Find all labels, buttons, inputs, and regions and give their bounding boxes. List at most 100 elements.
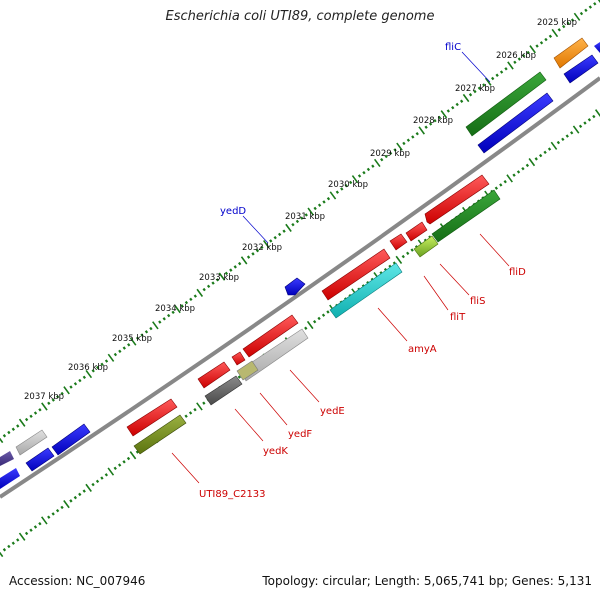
minor-tick xyxy=(322,200,326,204)
minor-tick xyxy=(73,382,78,386)
minor-tick xyxy=(578,124,583,128)
major-tick xyxy=(196,288,204,297)
gene-forward[interactable] xyxy=(25,447,55,472)
minor-tick xyxy=(91,369,95,373)
major-tick xyxy=(107,353,115,362)
minor-tick xyxy=(584,8,588,13)
major-tick xyxy=(263,240,270,249)
minor-tick xyxy=(29,528,33,532)
major-tick xyxy=(196,402,203,411)
gene-yedK[interactable] xyxy=(197,361,231,389)
gene-fliT[interactable] xyxy=(389,233,408,251)
minor-tick xyxy=(140,333,144,337)
major-tick xyxy=(306,320,314,330)
minor-tick xyxy=(60,505,64,510)
gene-amyA-2[interactable] xyxy=(329,262,403,319)
major-tick xyxy=(572,125,580,134)
minor-tick xyxy=(69,385,73,389)
gene-yedE[interactable] xyxy=(242,314,299,358)
gene-label-fliC[interactable]: fliC xyxy=(445,42,461,53)
minor-tick xyxy=(516,170,521,174)
major-tick xyxy=(462,93,470,103)
gene-UTI89_C2133[interactable] xyxy=(126,398,178,437)
minor-tick xyxy=(482,83,486,87)
gene-label-yedD[interactable]: yedD xyxy=(220,206,246,217)
minor-tick xyxy=(433,119,437,123)
minor-tick xyxy=(335,190,340,194)
minor-tick xyxy=(184,414,188,418)
minor-tick xyxy=(503,179,507,184)
minor-tick xyxy=(371,164,375,168)
minor-tick xyxy=(521,166,525,171)
gene-yedF-2[interactable] xyxy=(236,360,259,381)
major-tick xyxy=(285,223,292,233)
map-title: Escherichia coli UTI89, complete genome xyxy=(165,9,435,24)
gene-label-fliT[interactable]: fliT xyxy=(450,312,466,323)
minor-tick xyxy=(401,254,405,259)
minor-tick xyxy=(282,229,286,233)
minor-tick xyxy=(202,287,206,292)
minor-tick xyxy=(82,375,86,379)
minor-tick xyxy=(513,60,517,64)
gene-fliS-2[interactable] xyxy=(413,235,439,258)
kbp-label: 2035 kbp xyxy=(112,334,152,344)
gene-label-yedK[interactable]: yedK xyxy=(263,446,288,457)
minor-tick xyxy=(366,167,371,172)
gene-fliD-2[interactable] xyxy=(431,189,501,243)
gene-amyA[interactable] xyxy=(321,248,391,301)
minor-tick xyxy=(91,482,95,487)
minor-tick xyxy=(215,278,220,282)
minor-tick xyxy=(535,44,539,48)
minor-tick xyxy=(126,456,131,461)
major-tick xyxy=(573,12,581,21)
gene-forward[interactable] xyxy=(51,423,91,456)
minor-tick xyxy=(562,24,566,29)
minor-tick xyxy=(300,216,304,220)
gene-fliC[interactable] xyxy=(465,71,547,137)
minor-tick xyxy=(380,158,384,162)
minor-tick xyxy=(255,248,260,253)
minor-tick xyxy=(16,538,20,542)
gene-forward[interactable] xyxy=(0,451,14,466)
minor-tick xyxy=(543,150,547,155)
minor-tick xyxy=(51,512,55,516)
minor-tick xyxy=(565,134,569,138)
gene-forward[interactable] xyxy=(0,468,20,489)
gene-forward[interactable] xyxy=(563,54,599,84)
minor-tick xyxy=(144,330,149,334)
leader-line xyxy=(171,452,200,484)
gene-label-UTI89_C2133[interactable]: UTI89_C2133 xyxy=(199,489,266,500)
minor-tick xyxy=(570,131,574,135)
gene-label-fliD[interactable]: fliD xyxy=(509,267,526,278)
gene-fliD[interactable] xyxy=(424,174,490,225)
kbp-label: 2027 kbp xyxy=(455,84,495,94)
gene-forward[interactable] xyxy=(477,92,554,154)
minor-tick xyxy=(100,476,104,480)
gene-forward[interactable] xyxy=(553,37,589,69)
leader-line xyxy=(423,275,449,311)
gene-forward[interactable] xyxy=(15,429,48,456)
minor-tick xyxy=(11,427,15,431)
gene-yedF[interactable] xyxy=(231,351,246,366)
major-tick xyxy=(418,126,425,135)
gene-label-fliS[interactable]: fliS xyxy=(470,296,485,307)
gene-yedD[interactable] xyxy=(284,277,306,296)
minor-tick xyxy=(295,219,300,224)
gene-label-yedE[interactable]: yedE xyxy=(320,406,345,417)
outer-tick-track xyxy=(0,0,600,444)
gene-label-yedF[interactable]: yedF xyxy=(288,429,312,440)
gene-yedK-2[interactable] xyxy=(204,375,243,406)
gene-forward[interactable] xyxy=(594,42,600,53)
minor-tick xyxy=(504,67,508,71)
gene-UTI89_C2133-2[interactable] xyxy=(133,414,187,455)
gene-fliS[interactable] xyxy=(405,221,428,242)
minor-tick xyxy=(495,73,499,77)
minor-tick xyxy=(158,320,162,324)
minor-tick xyxy=(104,359,109,363)
major-tick xyxy=(395,255,403,264)
gene-label-amyA[interactable]: amyA xyxy=(408,344,437,355)
minor-tick xyxy=(149,326,153,331)
kbp-label: 2034 kbp xyxy=(155,304,195,314)
major-tick xyxy=(18,532,26,541)
